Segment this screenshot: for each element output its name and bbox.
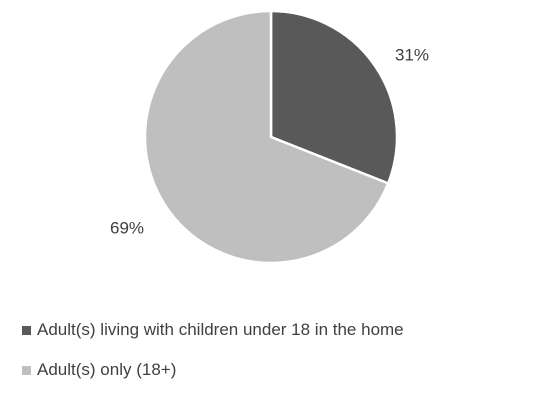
data-label-adults-only: 69% (110, 218, 144, 237)
legend-swatch-adults-only (22, 365, 31, 375)
data-label-adults-with-children: 31% (395, 45, 429, 64)
slice-adults-only (143, 9, 390, 265)
legend-item-adults-with-children: Adult(s) living with children under 18 i… (22, 320, 404, 340)
legend-label-adults-only: Adult(s) only (18+) (37, 360, 177, 379)
legend-swatch-adults-with-children (22, 325, 31, 335)
slice-adults-with-children (269, 9, 399, 185)
legend: Adult(s) living with children under 18 i… (22, 320, 404, 393)
legend-item-adults-only: Adult(s) only (18+) (22, 360, 404, 380)
legend-label-adults-with-children: Adult(s) living with children under 18 i… (37, 320, 404, 339)
